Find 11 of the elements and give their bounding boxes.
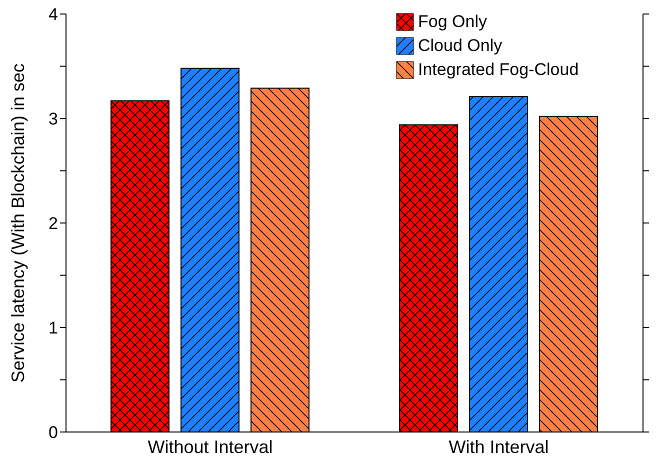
legend-label: Cloud Only — [418, 36, 502, 56]
legend-label: Fog Only — [418, 12, 487, 32]
y-axis-title: Service latency (With Blockchain) in sec — [8, 63, 28, 383]
y-tick-label: 3 — [48, 110, 58, 129]
x-tick-label: With Interval — [448, 436, 549, 457]
x-tick-label: Without Interval — [148, 436, 273, 457]
y-tick-label: 1 — [48, 318, 58, 338]
legend-label: Integrated Fog-Cloud — [418, 60, 579, 80]
y-tick-label: 0 — [48, 423, 58, 442]
y-tick-label: 4 — [48, 5, 58, 24]
y-tick-label: 2 — [48, 214, 58, 234]
